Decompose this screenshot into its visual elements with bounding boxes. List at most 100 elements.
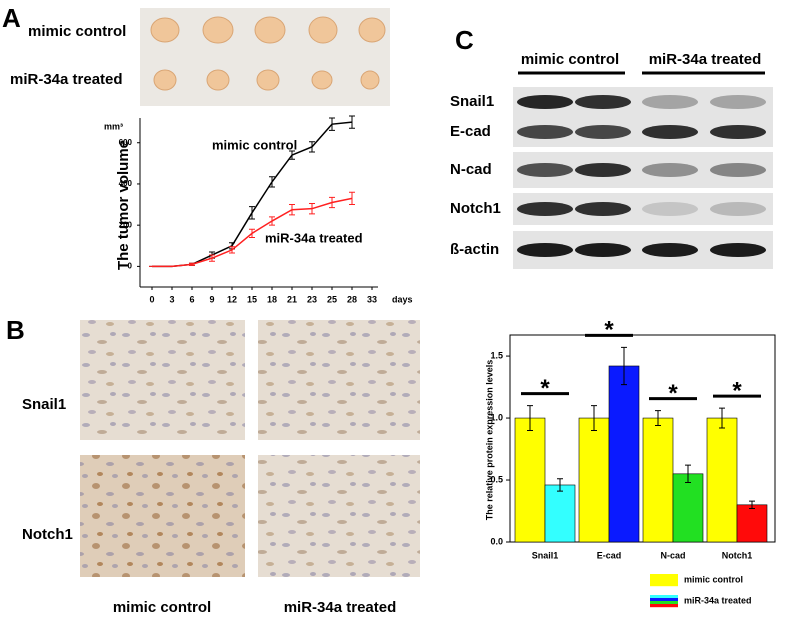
y-tick-label: 1.5 — [490, 350, 503, 360]
blot-band — [575, 125, 631, 139]
blot-band — [517, 125, 573, 139]
western-blot: Snail1 E-cad N-cad Notch1 ß-actin — [450, 87, 773, 269]
blot-band — [642, 125, 698, 139]
error-bar — [685, 464, 691, 484]
bar — [642, 417, 674, 543]
error-bar — [557, 478, 563, 492]
blot-band — [517, 202, 573, 216]
blot-band — [517, 95, 573, 109]
y-tick-label: 0.0 — [490, 536, 503, 546]
blot-band — [575, 243, 631, 257]
series-label: miR-34a treated — [265, 230, 363, 245]
error-bar — [289, 150, 295, 160]
blot-band — [517, 163, 573, 177]
error-bar — [591, 405, 597, 431]
x-tick-label: 21 — [287, 294, 297, 304]
blot-band — [575, 95, 631, 109]
error-bar — [329, 117, 335, 131]
blot-band — [517, 243, 573, 257]
significance-mark: * — [668, 380, 678, 407]
x-tick-label: E-cad — [597, 550, 622, 560]
legend-swatch — [650, 601, 678, 605]
error-bar — [749, 500, 755, 510]
bar — [514, 417, 546, 543]
x-tick-label: 33 — [367, 294, 377, 304]
blot-band — [710, 163, 766, 177]
error-bar — [349, 191, 355, 206]
y-axis-title: The relative protein expression levels — [484, 360, 494, 521]
error-bar — [269, 216, 275, 226]
x-tick-label: 0 — [149, 294, 154, 304]
y-axis-title: The tumor volume — [115, 140, 132, 270]
error-bar — [309, 203, 315, 215]
panel-label: C — [455, 25, 474, 55]
blot-row-label: Snail1 — [450, 93, 494, 110]
legend-label: miR-34a treated — [684, 595, 752, 605]
blot-band — [710, 243, 766, 257]
legend-swatch — [650, 580, 678, 584]
blot-band — [642, 95, 698, 109]
x-tick-label: 3 — [169, 294, 174, 304]
ihc-row-label: Notch1 — [22, 526, 73, 543]
blot-band — [642, 163, 698, 177]
error-bar — [309, 141, 315, 153]
y-tick-label: 0.5 — [490, 474, 503, 484]
blot-band — [710, 95, 766, 109]
legend-swatch — [650, 595, 678, 599]
y-unit: mm³ — [104, 121, 123, 131]
error-bar — [269, 176, 275, 188]
x-tick-label: 23 — [307, 294, 317, 304]
legend-swatch — [650, 577, 678, 581]
x-tick-label: 25 — [327, 294, 337, 304]
y-tick-label: 600 — [119, 138, 133, 147]
blot-band — [710, 125, 766, 139]
significance-mark: * — [604, 317, 614, 344]
blot-band — [710, 202, 766, 216]
blot-band — [575, 202, 631, 216]
tumor-photo — [140, 8, 390, 106]
y-tick-label: 0 — [128, 261, 133, 270]
blot-row-label: ß-actin — [450, 241, 499, 258]
x-tick-label: Snail1 — [532, 550, 559, 560]
y-tick-label: 1.0 — [490, 412, 503, 422]
error-bar — [527, 405, 533, 431]
error-bar — [621, 346, 627, 386]
blot-row-label: Notch1 — [450, 200, 501, 217]
error-bar — [189, 262, 195, 266]
ihc-row-label: Snail1 — [22, 396, 66, 413]
blot-row-label: N-cad — [450, 161, 492, 178]
error-bar — [329, 196, 335, 209]
x-tick-label: 9 — [209, 294, 214, 304]
bar — [544, 484, 576, 543]
bar — [608, 365, 640, 543]
x-tick-label: 12 — [227, 294, 237, 304]
error-bar — [655, 410, 661, 426]
x-tick-label: N-cad — [660, 550, 685, 560]
blot-group: miR-34a treated — [649, 51, 762, 68]
legend-swatch — [650, 604, 678, 608]
photo-label: miR-34a treated — [10, 71, 123, 88]
blot-band — [642, 243, 698, 257]
ihc-col-label: mimic control — [113, 599, 211, 616]
blot-band — [575, 163, 631, 177]
legend-swatch — [650, 574, 678, 578]
error-bar — [229, 246, 235, 254]
ihc-images — [80, 320, 420, 577]
x-tick-label: 15 — [247, 294, 257, 304]
panel-label: B — [6, 315, 25, 345]
error-bar — [249, 228, 255, 239]
legend-label: mimic control — [684, 574, 743, 584]
error-bar — [249, 206, 255, 220]
x-tick-label: Notch1 — [722, 550, 753, 560]
legend-swatch — [650, 598, 678, 602]
blot-group: mimic control — [521, 51, 619, 68]
y-tick-label: 200 — [119, 220, 133, 229]
plot-frame — [509, 334, 776, 543]
blot-band — [642, 202, 698, 216]
x-tick-label: 28 — [347, 294, 357, 304]
blot-row-label: E-cad — [450, 123, 491, 140]
significance-mark: * — [540, 375, 550, 402]
x-tick-label: 18 — [267, 294, 277, 304]
panel-label: A — [2, 3, 21, 33]
